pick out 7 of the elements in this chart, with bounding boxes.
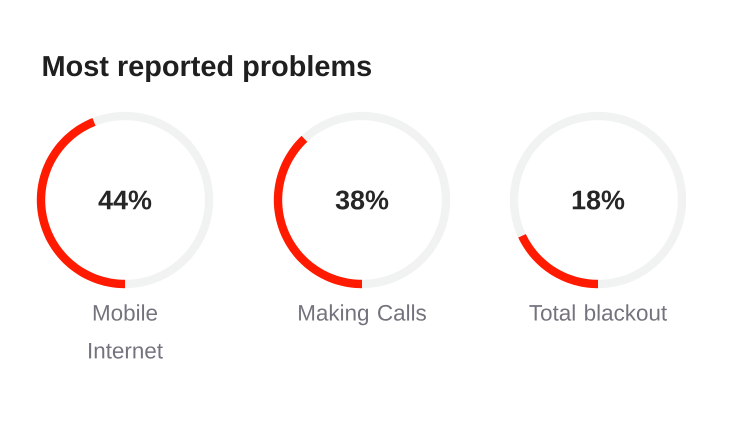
text: 38%: [336, 190, 388, 210]
text: 44%: [98, 190, 152, 210]
slice-label: Making Calls: [299, 304, 426, 326]
chart-title: Most reported problems: [43, 55, 371, 82]
slice-label: Total blackout: [529, 304, 667, 321]
slice-label: Mobile Internet: [89, 304, 163, 359]
text: 18%: [572, 190, 624, 210]
